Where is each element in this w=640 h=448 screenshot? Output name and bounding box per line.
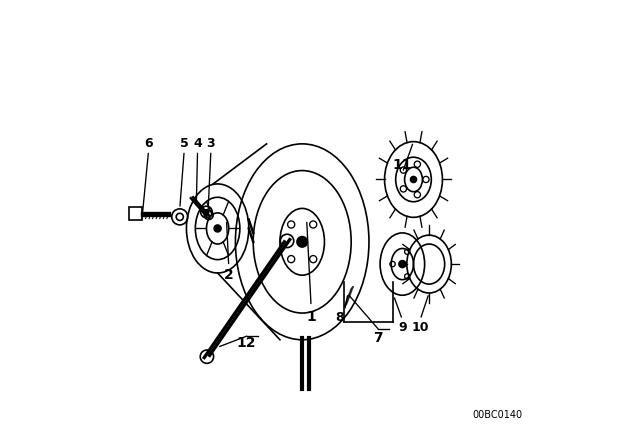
Circle shape [410, 177, 417, 183]
Text: 4: 4 [193, 138, 202, 151]
Text: 6: 6 [144, 138, 153, 151]
Text: 10: 10 [412, 321, 429, 334]
Text: 7: 7 [373, 331, 383, 345]
Text: 11: 11 [392, 158, 412, 172]
Text: 2: 2 [224, 268, 234, 282]
Text: 00BC0140: 00BC0140 [472, 410, 523, 420]
Bar [129, 207, 142, 220]
Text: 5: 5 [180, 138, 189, 151]
Text: 3: 3 [207, 138, 215, 151]
Text: 9: 9 [398, 321, 406, 334]
Text: 1: 1 [306, 310, 316, 324]
Circle shape [399, 260, 406, 267]
Circle shape [214, 225, 221, 232]
Text: 12: 12 [237, 336, 256, 350]
Text: 8: 8 [336, 311, 344, 324]
Circle shape [297, 237, 308, 247]
Polygon shape [344, 286, 353, 306]
